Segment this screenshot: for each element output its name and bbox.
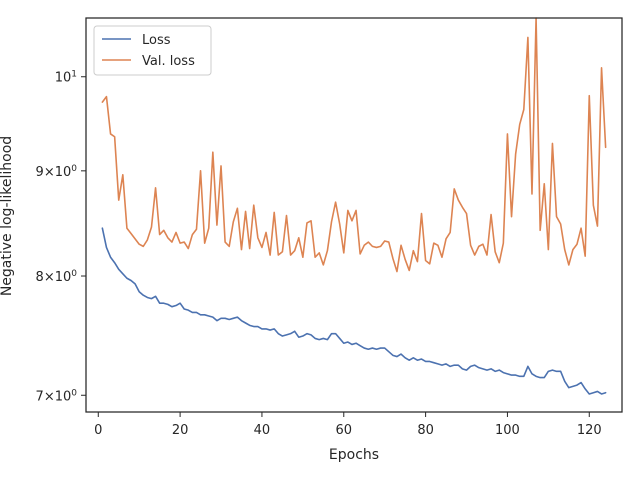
x-tick-label: 60 — [335, 423, 352, 438]
x-tick-label: 40 — [254, 423, 271, 438]
series-line-val-loss — [101, 17, 607, 273]
x-axis: 0 20 40 60 80 100 120 — [94, 412, 602, 438]
series-line-loss — [101, 227, 607, 395]
x-tick-label: 80 — [417, 423, 434, 438]
y-tick-label: 8×100 — [36, 269, 78, 285]
y-tick-label: 7×100 — [36, 388, 78, 404]
plot-frame — [85, 17, 623, 413]
y-tick-label: 9×100 — [36, 164, 78, 180]
series-layer — [101, 17, 607, 395]
x-tick-label: 120 — [577, 423, 602, 438]
y-axis: 7×100 8×100 9×100 101 — [36, 70, 86, 404]
x-tick-label: 100 — [495, 423, 520, 438]
x-tick-label: 20 — [172, 423, 189, 438]
x-axis-label: Epochs — [329, 447, 379, 463]
legend: Loss Val. loss — [93, 25, 212, 76]
legend-label-loss: Loss — [142, 33, 171, 48]
legend-label-val-loss: Val. loss — [142, 54, 195, 69]
x-tick-label: 0 — [94, 423, 102, 438]
y-tick-label: 101 — [55, 70, 77, 86]
y-axis-label: Negative log-likelihood — [0, 136, 15, 296]
